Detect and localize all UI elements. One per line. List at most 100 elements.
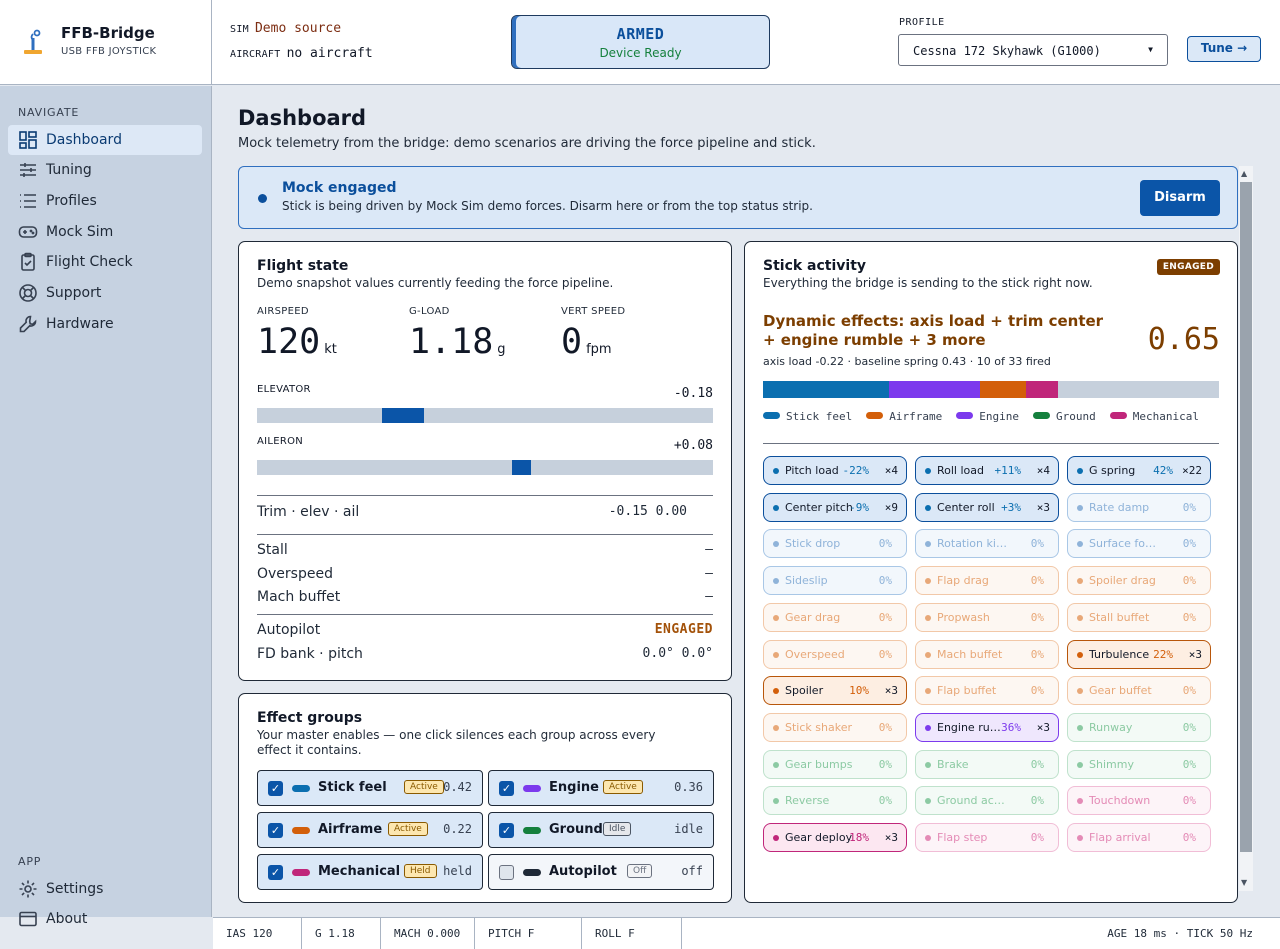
effect-group-autopilot[interactable]: Autopilot Off off (488, 854, 714, 890)
elevator-value: -0.18 (673, 386, 713, 401)
effect-chip-rotation-kick[interactable]: Rotation kick 0% (915, 529, 1059, 559)
flight-state-card: Flight state Demo snapshot values curren… (238, 241, 732, 681)
effect-chip-reverse[interactable]: Reverse 0% (763, 786, 907, 816)
effect-group-stick-feel[interactable]: ✓ Stick feel Active 0.42 (257, 770, 483, 806)
effect-chip-shimmy[interactable]: Shimmy 0% (1067, 749, 1211, 779)
chip-dot-icon (1077, 798, 1083, 805)
effect-chip-flap-arrival[interactable]: Flap arrival 0% (1067, 823, 1211, 852)
legend-item: Airframe (866, 410, 942, 423)
effect-chip-flap-drag[interactable]: Flap drag 0% (915, 566, 1059, 596)
effect-chip-mach-buffet[interactable]: Mach buffet 0% (915, 639, 1059, 669)
chip-name: Runway (1089, 720, 1133, 734)
effect-group-mechanical[interactable]: ✓ Mechanical Held held (257, 854, 483, 890)
disarm-button[interactable]: Disarm (1140, 180, 1220, 216)
checkbox[interactable]: ✓ (499, 781, 514, 796)
sidebar-item-tuning[interactable]: Tuning (8, 155, 202, 185)
effect-chip-gear-buffet[interactable]: Gear buffet 0% (1067, 676, 1211, 706)
stack-segment-mechanical (1026, 381, 1058, 398)
armed-status[interactable]: ARMED Device Ready (511, 15, 770, 69)
effect-chip-stick-shaker[interactable]: Stick shaker 0% (763, 712, 907, 742)
effect-chip-turbulence[interactable]: Turbulence 22% ×3 (1067, 639, 1211, 669)
sidebar-item-profiles[interactable]: Profiles (8, 186, 202, 216)
effect-chip-center-pitch[interactable]: Center pitch -9% ×9 (763, 492, 907, 522)
scroll-down-icon[interactable]: ▼ (1241, 878, 1248, 887)
chip-dot-icon (773, 651, 779, 658)
status-badge: Off (627, 864, 653, 878)
chip-name: Flap drag (937, 574, 989, 588)
sidebar-item-settings[interactable]: Settings (8, 874, 202, 904)
status-item: ROLL F +0.11 (582, 918, 682, 949)
effect-chip-sideslip[interactable]: Sideslip 0% (763, 566, 907, 596)
stick-activity-title: Stick activity (763, 258, 867, 274)
effect-chip-touchdown[interactable]: Touchdown 0% (1067, 786, 1211, 816)
chip-name: Ground accel (937, 794, 1007, 808)
scrollbar[interactable]: ▲ ▼ (1239, 166, 1253, 891)
legend-item: Stick feel (763, 410, 852, 423)
effect-groups-card: Effect groups Your master enables — one … (238, 693, 732, 903)
effect-chip-center-roll[interactable]: Center roll +3% ×3 (915, 492, 1059, 522)
wrench-icon (19, 315, 37, 333)
chip-dot-icon (925, 798, 931, 805)
effect-chip-gear-bumps[interactable]: Gear bumps 0% (763, 749, 907, 779)
effect-chip-gear-drag[interactable]: Gear drag 0% (763, 602, 907, 632)
profile-select[interactable]: Cessna 172 Skyhawk (G1000) ▼ (898, 34, 1168, 66)
chip-dot-icon (1077, 835, 1083, 841)
tune-button[interactable]: Tune → (1187, 36, 1261, 62)
effect-chip-propwash[interactable]: Propwash 0% (915, 602, 1059, 632)
chip-percent: -22% (842, 464, 870, 477)
sidebar-item-hardware[interactable]: Hardware (8, 309, 202, 339)
mock-engaged-banner: Mock engaged Stick is being driven by Mo… (238, 166, 1238, 229)
effect-chip-rate-damp[interactable]: Rate damp 0% (1067, 492, 1211, 522)
chip-name: Gear drag (785, 610, 841, 624)
checkbox[interactable]: ✓ (268, 781, 283, 796)
effect-chip-spoiler-drag[interactable]: Spoiler drag 0% (1067, 566, 1211, 596)
chip-percent: 0% (1030, 574, 1044, 588)
effect-chip-brake[interactable]: Brake 0% (915, 749, 1059, 779)
effect-chip-surface-follow[interactable]: Surface follow 0% (1067, 529, 1211, 559)
effect-chip-ground-accel[interactable]: Ground accel 0% (915, 786, 1059, 816)
checkbox[interactable] (499, 865, 514, 880)
effect-chip-flap-buffet[interactable]: Flap buffet 0% (915, 676, 1059, 706)
checkbox[interactable]: ✓ (268, 823, 283, 838)
group-swatch (292, 785, 310, 792)
checkbox[interactable]: ✓ (499, 823, 514, 838)
sidebar-item-about[interactable]: About (8, 904, 202, 934)
effect-chip-overspeed[interactable]: Overspeed 0% (763, 639, 907, 669)
chip-name: Stick drop (785, 537, 841, 551)
chip-name: Stick shaker (785, 720, 852, 734)
scroll-up-icon[interactable]: ▲ (1241, 169, 1248, 178)
effect-chip-runway[interactable]: Runway 0% (1067, 712, 1211, 742)
group-value: idle (674, 822, 703, 836)
chip-dot-icon (773, 688, 779, 695)
effect-chip-pitch-load[interactable]: Pitch load -22% ×4 (763, 456, 907, 485)
effect-chip-roll-load[interactable]: Roll load +11% ×4 (915, 456, 1059, 485)
group-name: Airframe (318, 822, 383, 837)
chip-dot-icon (925, 835, 931, 841)
stack-segment-stick-feel (763, 381, 890, 398)
checkbox[interactable]: ✓ (268, 865, 283, 880)
effect-group-ground[interactable]: ✓ Ground Idle idle (488, 812, 714, 848)
effect-chip-spoiler[interactable]: Spoiler 10% ×3 (763, 676, 907, 706)
effect-chip-stall-buffet[interactable]: Stall buffet 0% (1067, 602, 1211, 632)
effect-chip-flap-step[interactable]: Flap step 0% (915, 823, 1059, 852)
scrollbar-thumb[interactable] (1240, 182, 1252, 852)
trim-row: Trim · elev · ail -0.15 0.00 (257, 504, 687, 520)
chip-dot-icon (773, 761, 779, 768)
effect-chip-gear-deploy[interactable]: Gear deploy 18% ×3 (763, 823, 907, 852)
main-content: Dashboard Mock telemetry from the bridge… (213, 86, 1280, 917)
banner-text: Stick is being driven by Mock Sim demo f… (282, 199, 813, 213)
effect-group-engine[interactable]: ✓ Engine Active 0.36 (488, 770, 714, 806)
effect-chip-g-spring[interactable]: G spring 42% ×22 (1067, 456, 1211, 485)
chip-name: Engine rumble (937, 720, 1007, 734)
effect-chip-engine-rumble[interactable]: Engine rumble36% ×3 (915, 712, 1059, 742)
chip-name: Shimmy (1089, 757, 1134, 771)
sidebar-item-support[interactable]: Support (8, 278, 202, 308)
chip-dot-icon (773, 578, 779, 585)
sidebar-item-mock-sim[interactable]: Mock Sim (8, 217, 202, 247)
effect-group-airframe[interactable]: ✓ Airframe Active 0.22 (257, 812, 483, 848)
chip-count: ×3 (1036, 500, 1050, 514)
effect-chip-stick-drop[interactable]: Stick drop 0% (763, 529, 907, 559)
sidebar-item-dashboard[interactable]: Dashboard (8, 125, 202, 155)
sidebar-item-flight-check[interactable]: Flight Check (8, 247, 202, 277)
